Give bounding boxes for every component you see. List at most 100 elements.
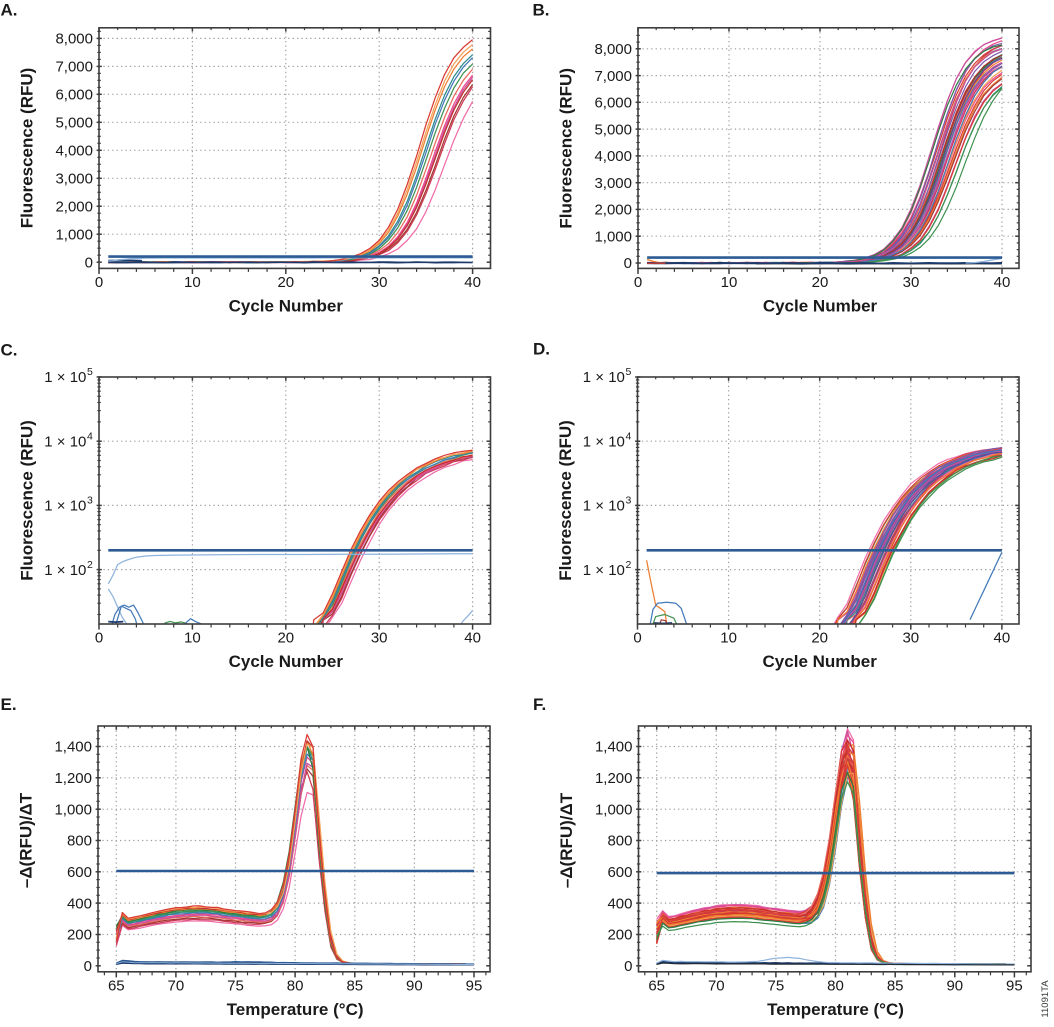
svg-text:80: 80 (287, 977, 304, 994)
svg-text:1,200: 1,200 (54, 770, 92, 787)
svg-text:E.: E. (1, 695, 17, 714)
svg-text:4: 4 (87, 430, 93, 442)
svg-text:80: 80 (827, 977, 844, 994)
svg-text:D.: D. (533, 340, 550, 359)
svg-text:0: 0 (624, 958, 632, 975)
svg-text:70: 70 (168, 977, 185, 994)
svg-text:1,000: 1,000 (595, 801, 633, 818)
svg-text:10: 10 (184, 274, 201, 291)
svg-text:Cycle Number: Cycle Number (229, 652, 344, 671)
svg-text:–Δ(RFU)/ΔT: –Δ(RFU)/ΔT (17, 792, 36, 888)
svg-text:1 × 10: 1 × 10 (44, 369, 86, 386)
svg-text:200: 200 (607, 927, 632, 944)
svg-text:40: 40 (464, 630, 481, 647)
svg-text:70: 70 (708, 977, 725, 994)
svg-text:0: 0 (624, 255, 632, 272)
svg-text:1,400: 1,400 (54, 739, 92, 756)
svg-text:Temperature (°C): Temperature (°C) (767, 1000, 904, 1019)
svg-text:90: 90 (946, 977, 963, 994)
svg-text:10: 10 (184, 630, 201, 647)
svg-text:Cycle Number: Cycle Number (229, 297, 344, 316)
svg-text:600: 600 (607, 864, 632, 881)
svg-text:40: 40 (994, 274, 1011, 291)
svg-text:8,000: 8,000 (594, 41, 632, 58)
svg-text:30: 30 (902, 630, 919, 647)
svg-text:10: 10 (720, 630, 737, 647)
svg-text:5: 5 (626, 366, 632, 378)
svg-text:1 × 10: 1 × 10 (583, 498, 625, 515)
svg-text:B.: B. (533, 1, 550, 20)
svg-text:1,000: 1,000 (594, 228, 632, 245)
svg-text:75: 75 (768, 977, 785, 994)
svg-text:40: 40 (464, 274, 481, 291)
svg-text:20: 20 (811, 630, 828, 647)
svg-text:Cycle Number: Cycle Number (763, 652, 878, 671)
svg-text:1,000: 1,000 (55, 226, 93, 243)
svg-text:0: 0 (95, 274, 103, 291)
svg-text:1 × 10: 1 × 10 (44, 498, 86, 515)
svg-text:30: 30 (903, 274, 920, 291)
svg-text:3: 3 (87, 495, 93, 507)
svg-text:1,000: 1,000 (54, 801, 92, 818)
svg-text:4,000: 4,000 (55, 143, 93, 160)
svg-text:400: 400 (67, 895, 92, 912)
svg-text:2: 2 (626, 559, 632, 571)
svg-text:85: 85 (346, 977, 363, 994)
svg-text:0: 0 (634, 274, 642, 291)
svg-text:0: 0 (85, 254, 93, 271)
svg-text:Fluorescence (RFU): Fluorescence (RFU) (556, 420, 575, 581)
svg-text:200: 200 (67, 927, 92, 944)
svg-text:Fluorescence (RFU): Fluorescence (RFU) (18, 420, 37, 581)
svg-text:8,000: 8,000 (55, 31, 93, 48)
svg-text:1,200: 1,200 (595, 770, 633, 787)
svg-text:600: 600 (67, 864, 92, 881)
svg-text:1 × 10: 1 × 10 (44, 562, 86, 579)
svg-text:40: 40 (994, 630, 1011, 647)
svg-text:3,000: 3,000 (594, 175, 632, 192)
svg-text:1 × 10: 1 × 10 (583, 369, 625, 386)
svg-text:1 × 10: 1 × 10 (44, 433, 86, 450)
svg-text:–Δ(RFU)/ΔT: –Δ(RFU)/ΔT (557, 792, 576, 888)
svg-text:5,000: 5,000 (594, 121, 632, 138)
svg-text:3: 3 (626, 495, 632, 507)
svg-text:0: 0 (84, 958, 92, 975)
svg-text:30: 30 (371, 630, 388, 647)
svg-text:3,000: 3,000 (55, 171, 93, 188)
svg-text:65: 65 (648, 977, 665, 994)
svg-text:400: 400 (607, 895, 632, 912)
svg-text:85: 85 (887, 977, 904, 994)
svg-text:7,000: 7,000 (594, 68, 632, 85)
svg-text:6,000: 6,000 (594, 95, 632, 112)
svg-text:A.: A. (1, 1, 18, 20)
svg-text:4,000: 4,000 (594, 148, 632, 165)
svg-text:5,000: 5,000 (55, 115, 93, 132)
svg-text:7,000: 7,000 (55, 59, 93, 76)
svg-text:11091TA: 11091TA (1040, 980, 1051, 1018)
svg-text:6,000: 6,000 (55, 87, 93, 104)
svg-text:2: 2 (87, 559, 93, 571)
svg-text:5: 5 (87, 366, 93, 378)
svg-text:1 × 10: 1 × 10 (583, 562, 625, 579)
svg-text:90: 90 (406, 977, 423, 994)
svg-text:20: 20 (812, 274, 829, 291)
svg-text:20: 20 (277, 630, 294, 647)
svg-text:Fluorescence (RFU): Fluorescence (RFU) (557, 68, 576, 229)
svg-text:2,000: 2,000 (594, 202, 632, 219)
svg-text:Fluorescence (RFU): Fluorescence (RFU) (18, 68, 37, 229)
svg-text:Cycle Number: Cycle Number (763, 297, 878, 316)
svg-text:10: 10 (721, 274, 738, 291)
svg-text:20: 20 (277, 274, 294, 291)
svg-text:800: 800 (607, 833, 632, 850)
svg-text:800: 800 (67, 833, 92, 850)
svg-text:0: 0 (633, 630, 641, 647)
svg-text:4: 4 (626, 430, 632, 442)
svg-text:65: 65 (108, 977, 125, 994)
svg-text:1,400: 1,400 (595, 739, 633, 756)
svg-text:C.: C. (1, 341, 18, 360)
svg-text:95: 95 (1006, 977, 1023, 994)
svg-text:75: 75 (227, 977, 244, 994)
svg-text:0: 0 (95, 630, 103, 647)
svg-text:F.: F. (533, 695, 546, 714)
svg-text:2,000: 2,000 (55, 198, 93, 215)
svg-text:30: 30 (371, 274, 388, 291)
